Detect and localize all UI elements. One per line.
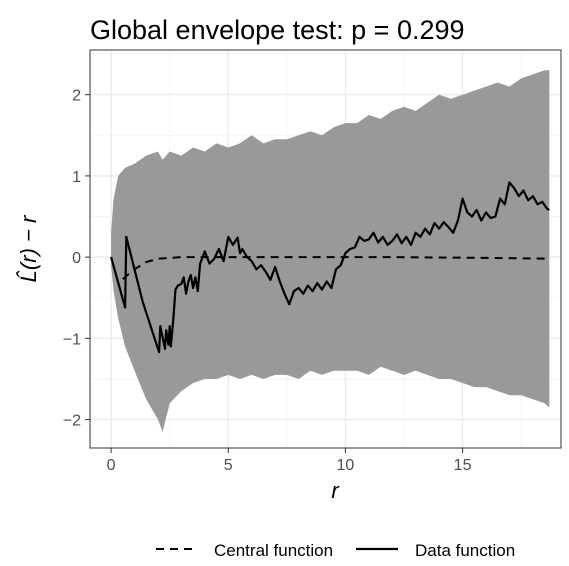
x-axis-label: r (331, 478, 340, 503)
y-tick-label: −2 (63, 413, 81, 430)
y-axis-ticks: −2 −1 0 1 2 (63, 88, 90, 430)
plot-border (89, 49, 562, 449)
y-tick-label: −1 (63, 331, 81, 348)
legend-label-data: Data function (415, 541, 515, 560)
x-tick-label: 5 (224, 457, 233, 474)
x-axis-ticks: 0 5 10 15 (107, 448, 472, 474)
x-tick-label: 10 (337, 457, 355, 474)
x-tick-label: 15 (454, 457, 472, 474)
legend-label-central: Central function (214, 541, 333, 560)
x-tick-label: 0 (107, 457, 116, 474)
y-axis-label: L̂(r) − r (16, 214, 41, 282)
chart-title: Global envelope test: p = 0.299 (90, 15, 465, 45)
y-tick-label: 2 (72, 88, 81, 105)
data-function-line (110, 181, 550, 354)
y-tick-label: 1 (72, 169, 81, 186)
legend: Central function Data function (156, 541, 515, 560)
y-tick-label: 0 (72, 250, 81, 267)
envelope-band (111, 70, 550, 432)
